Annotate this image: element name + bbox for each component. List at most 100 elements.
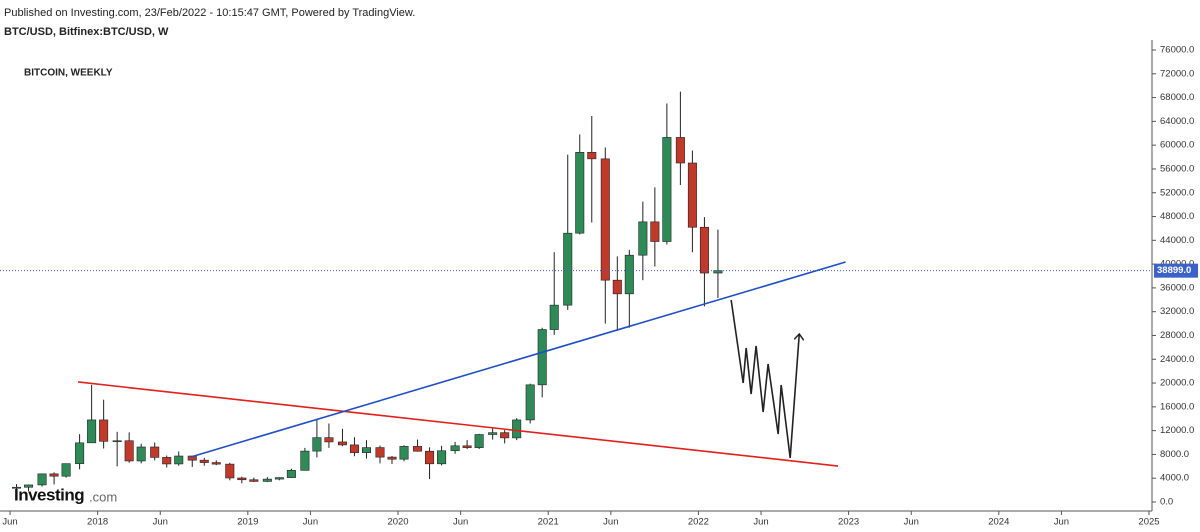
logo-name: Investing: [14, 485, 84, 504]
y-tick-label: 56000.0: [1160, 163, 1194, 174]
candle-body: [199, 459, 209, 463]
candle-body: [112, 440, 122, 443]
trend-line: [78, 381, 839, 467]
candle-body: [300, 450, 310, 471]
x-tick-label: 2023: [838, 517, 859, 528]
candle-body: [37, 473, 47, 486]
candle-body: [500, 432, 510, 439]
last-price-box: [1154, 263, 1198, 278]
y-tick-label: 64000.0: [1160, 116, 1194, 127]
candle-body: [337, 441, 347, 446]
candle-body: [274, 477, 284, 480]
plot-area: [12, 91, 846, 492]
candle-body: [425, 450, 435, 465]
candle-body: [49, 473, 59, 477]
y-tick-label: 68000.0: [1160, 92, 1194, 103]
candle-body: [237, 477, 247, 481]
y-tick-label: 44000.0: [1160, 235, 1194, 246]
candle-body: [150, 446, 160, 458]
trend-line: [190, 261, 846, 458]
candle-body: [662, 137, 672, 242]
candle-body: [612, 279, 622, 295]
x-tick-label: Jun: [2, 517, 17, 528]
candle-body: [349, 444, 359, 453]
x-tick-label: 2019: [237, 517, 258, 528]
candle-body: [262, 478, 272, 482]
candle-body: [575, 151, 585, 234]
y-tick-label: 48000.0: [1160, 211, 1194, 222]
candle-body: [286, 470, 296, 478]
y-tick-label: 16000.0: [1160, 401, 1194, 412]
candle-body: [211, 462, 221, 465]
candle-body: [474, 434, 484, 448]
candle-body: [675, 137, 685, 164]
header: Published on Investing.com, 23/Feb/2022 …: [4, 7, 415, 19]
candle-body: [638, 221, 648, 256]
candle-body: [399, 446, 409, 460]
candle-body: [375, 447, 385, 458]
y-tick-label: 0.0: [1160, 497, 1173, 508]
candle-body: [525, 384, 535, 421]
candle-body: [12, 486, 22, 489]
candle-body: [587, 151, 597, 160]
logo: Investing .com: [14, 485, 117, 504]
candle-body: [537, 329, 547, 386]
candle-body: [563, 232, 573, 306]
x-tick-label: Jun: [904, 517, 919, 528]
y-tick-label: 4000.0: [1160, 473, 1189, 484]
symbol: BTC/USD, Bitfinex:BTC/USD, W: [4, 26, 169, 38]
candle-body: [512, 419, 522, 439]
trend-line: [730, 299, 799, 459]
y-tick-label: 20000.0: [1160, 378, 1194, 389]
x-tick-label: Jun: [753, 517, 768, 528]
x-tick-label: Jun: [303, 517, 318, 528]
chart-title: BITCOIN, WEEKLY: [24, 68, 113, 79]
y-tick-label: 60000.0: [1160, 140, 1194, 151]
y-tick-label: 36000.0: [1160, 282, 1194, 293]
candle-body: [549, 304, 559, 330]
candle-body: [699, 226, 709, 274]
y-tick-label: 76000.0: [1160, 45, 1194, 56]
y-tick-label: 72000.0: [1160, 68, 1194, 79]
candle-body: [488, 432, 498, 435]
y-tick-label: 8000.0: [1160, 449, 1189, 460]
y-tick-label: 24000.0: [1160, 354, 1194, 365]
candle-body: [24, 484, 34, 488]
candle-body: [600, 158, 610, 281]
x-tick-label: Jun: [453, 517, 468, 528]
candle-body: [87, 419, 97, 444]
candle-body: [624, 254, 634, 295]
x-tick-label: Jun: [603, 517, 618, 528]
x-tick-label: 2025: [1138, 517, 1159, 528]
candle-body: [324, 437, 334, 443]
y-tick-label: 52000.0: [1160, 187, 1194, 198]
candle-body: [124, 440, 134, 462]
candle-body: [225, 463, 235, 479]
candle-body: [312, 437, 322, 452]
x-tick-label: Jun: [153, 517, 168, 528]
x-tick-label: 2024: [988, 517, 1009, 528]
candle-body: [75, 442, 85, 464]
candle-body: [650, 221, 660, 242]
candle-body: [136, 446, 146, 462]
candle-body: [61, 463, 71, 477]
candle-body: [687, 162, 697, 228]
x-tick-label: 2021: [538, 517, 559, 528]
y-tick-label: 32000.0: [1160, 306, 1194, 317]
candle-body: [99, 419, 109, 442]
x-tick-label: 2022: [688, 517, 709, 528]
candle-body: [437, 450, 447, 465]
x-tick-label: 2020: [387, 517, 408, 528]
candle-body: [249, 479, 259, 482]
candle-body: [387, 456, 397, 460]
candle-body: [174, 455, 184, 465]
candle-body: [462, 445, 472, 448]
candle-body: [413, 446, 423, 452]
x-tick-label: Jun: [1054, 517, 1069, 528]
last-price-label: 38899.0: [1157, 265, 1191, 276]
y-tick-label: 12000.0: [1160, 425, 1194, 436]
x-tick-label: 2018: [87, 517, 108, 528]
candle-body: [162, 457, 172, 465]
